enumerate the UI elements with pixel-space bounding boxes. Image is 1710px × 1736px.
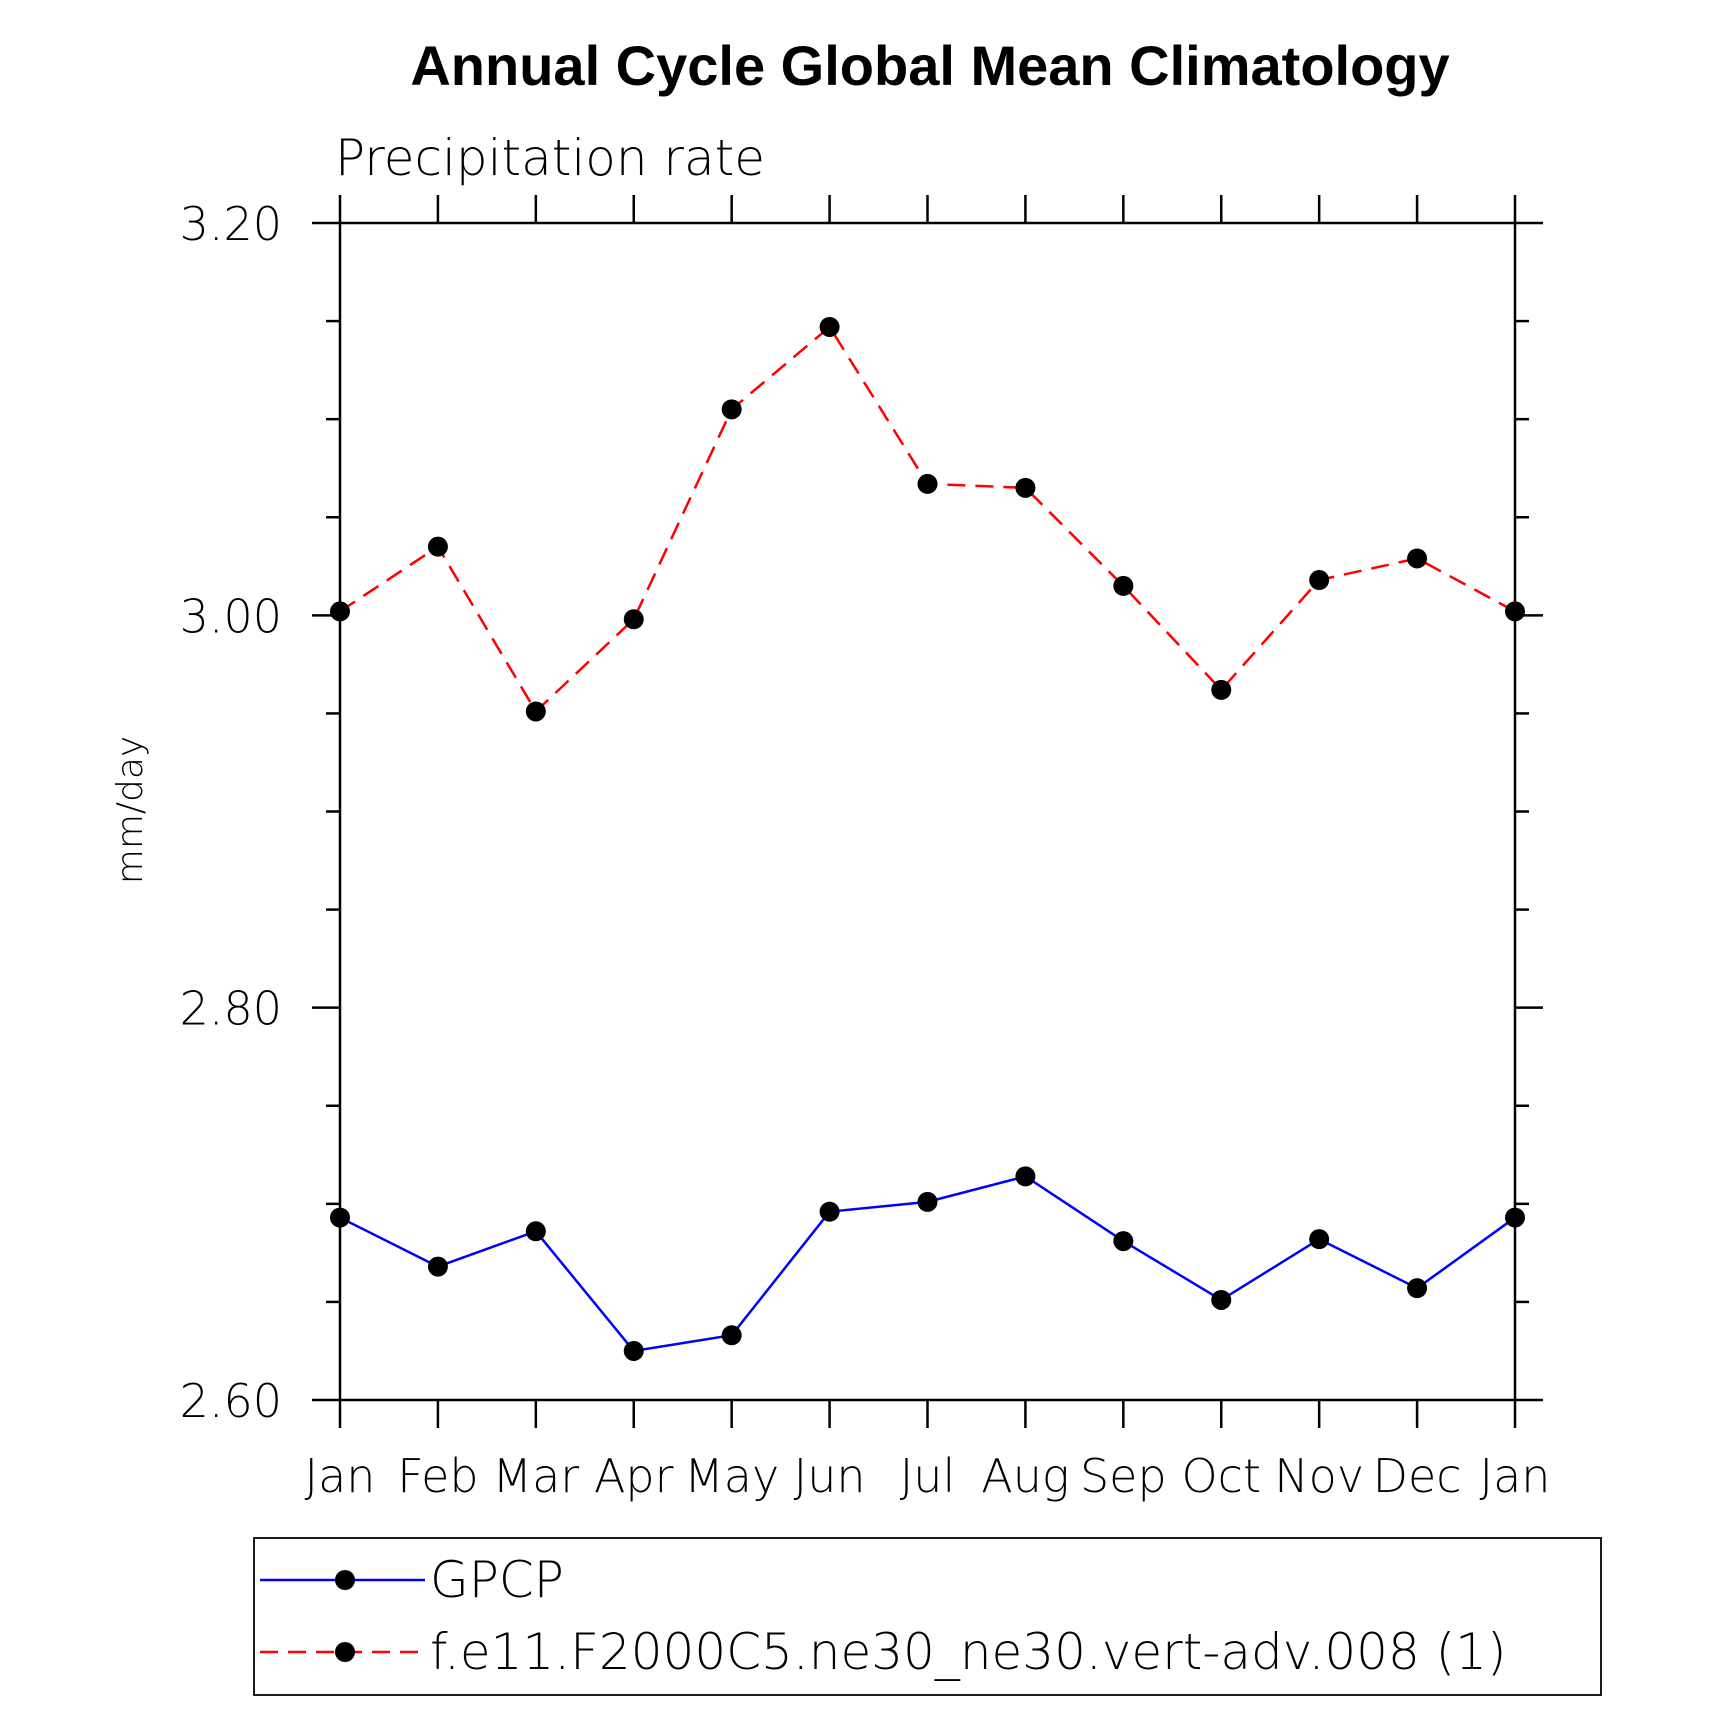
y-tick-label: 2.60 (180, 1374, 282, 1428)
data-point (1211, 1289, 1232, 1310)
data-point (1309, 1229, 1330, 1250)
data-point (1309, 570, 1330, 591)
x-tick-label: Nov (1274, 1449, 1364, 1503)
x-tick-label: Dec (1373, 1449, 1462, 1503)
data-point (1505, 601, 1525, 622)
data-point (623, 609, 644, 630)
data-point (1407, 548, 1428, 569)
x-tick-label: Apr (594, 1449, 674, 1503)
data-point (917, 1191, 938, 1212)
x-tick-label: Jul (900, 1449, 956, 1503)
chart-title: Annual Cycle Global Mean Climatology (410, 34, 1449, 97)
data-point (1113, 1231, 1134, 1252)
x-tick-label: Jan (1480, 1449, 1551, 1503)
data-point (1015, 1166, 1036, 1187)
x-tick-label: Aug (981, 1449, 1069, 1503)
y-tick-label: 3.20 (180, 197, 282, 251)
data-point (721, 399, 742, 420)
data-point (1407, 1278, 1428, 1299)
series-1 (330, 1166, 1525, 1361)
data-point (1113, 575, 1134, 596)
legend-box (253, 1537, 1602, 1696)
x-tick-label: Sep (1080, 1449, 1167, 1503)
x-tick-labels: Jan Feb Mar Apr May Jun Jul Aug Sep Oct Nov Dec Jan (305, 1449, 1551, 1503)
x-tick-label: Jun (794, 1449, 866, 1503)
data-point (917, 473, 938, 494)
data-point (1505, 1207, 1525, 1228)
data-point (623, 1340, 644, 1361)
data-point (1015, 477, 1036, 498)
y-axis-label: mm/day (110, 736, 151, 884)
legend-marker (335, 1570, 355, 1590)
series-2 (330, 316, 1525, 722)
data-point (1211, 679, 1232, 700)
data-point (525, 701, 546, 722)
y-tick-label: 3.00 (180, 589, 282, 643)
legend-label: f.e11.F2000C5.ne30_ne30.vert-adv.008 (1) (430, 1623, 1507, 1681)
data-point (525, 1221, 546, 1242)
chart-subtitle: Precipitation rate (335, 129, 765, 187)
series-line (339, 325, 1516, 714)
y-tick-label: 2.80 (180, 982, 282, 1036)
data-point (819, 316, 840, 337)
x-tick-label: Oct (1181, 1449, 1261, 1503)
data-point (819, 1201, 840, 1222)
legend-entries: GPCP f.e11.F2000C5.ne30_ne30.vert-adv.008… (260, 1551, 1507, 1681)
y-tick-labels: 2.60 2.80 3.00 3.20 (180, 197, 282, 1428)
x-tick-label: Mar (492, 1449, 579, 1503)
data-point (330, 1207, 350, 1228)
legend: GPCP f.e11.F2000C5.ne30_ne30.vert-adv.008… (253, 1537, 1602, 1696)
data-point (721, 1325, 742, 1346)
plot-frame (338, 221, 1517, 1402)
series-layer (330, 316, 1525, 1361)
x-tick-label: May (684, 1449, 779, 1503)
axis-ticks (312, 195, 1543, 1428)
x-tick-label: Feb (397, 1449, 478, 1503)
legend-label: GPCP (430, 1551, 564, 1609)
data-point (427, 536, 448, 557)
data-point (330, 601, 350, 622)
x-tick-label: Jan (305, 1449, 376, 1503)
legend-marker (335, 1642, 355, 1662)
data-point (427, 1256, 448, 1277)
